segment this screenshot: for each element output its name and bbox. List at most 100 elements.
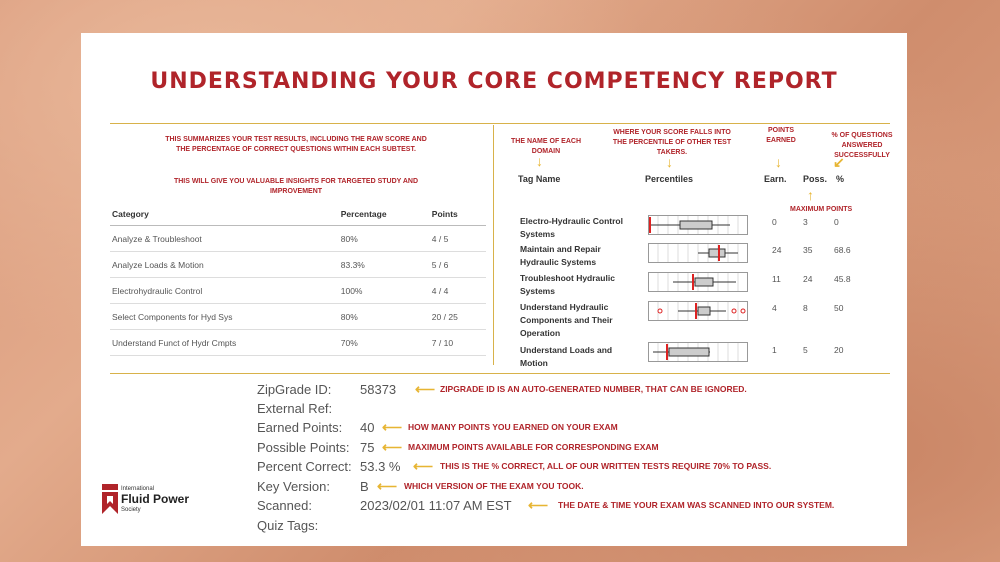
earned-value: 24 <box>772 245 782 255</box>
key-version-note: Which version of the exam you took. <box>404 481 584 491</box>
page-title: UNDERSTANDING YOUR CORE COMPETENCY REPOR… <box>150 69 838 94</box>
table-row: Analyze Loads & Motion 83.3% 5 / 6 <box>110 251 486 278</box>
tag-name: Electro-Hydraulic Control Systems <box>520 216 623 239</box>
report-sheet: UNDERSTANDING YOUR CORE COMPETENCY REPOR… <box>81 33 907 546</box>
table-row: Select Components for Hyd Sys 80% 20 / 2… <box>110 303 486 330</box>
percentile-note: Where your score falls into the percenti… <box>612 129 732 156</box>
arrow-left-icon: ⟵ <box>382 439 403 455</box>
earned-points-value: 40 <box>360 420 375 435</box>
arrow-up-icon: ↑ <box>807 187 814 203</box>
possible-points-note: Maximum points available for correspondi… <box>408 442 659 452</box>
key-version-label: Key Version: <box>257 479 330 494</box>
tag-name: Understand Hydraulic Components and Thei… <box>520 302 613 338</box>
category-percentage: 83.3% <box>338 251 430 278</box>
arrow-left-icon: ⟵ <box>413 458 434 474</box>
insight-note: This will give you valuable insights for… <box>173 178 419 195</box>
possible-value: 8 <box>803 303 808 313</box>
center-divider <box>493 125 494 365</box>
category-points: 4 / 5 <box>429 225 486 252</box>
percent-correct-note: This is the % correct, all of our writte… <box>440 461 772 471</box>
top-divider <box>110 123 890 124</box>
earned-value: 1 <box>772 345 777 355</box>
category-name: Understand Funct of Hydr Cmpts <box>110 329 339 356</box>
tag-name: Maintain and Repair Hydraulic Systems <box>520 244 601 267</box>
possible-points-value: 75 <box>360 440 375 455</box>
category-name: Analyze Loads & Motion <box>110 251 339 278</box>
category-points: 5 / 6 <box>429 251 486 278</box>
percent-value: 20 <box>834 345 844 355</box>
category-points: 20 / 25 <box>429 303 486 330</box>
summary-note: This summarizes your test results, inclu… <box>165 136 427 153</box>
category-points: 4 / 4 <box>429 277 486 304</box>
category-name: Analyze & Troubleshoot <box>110 225 339 252</box>
possible-value: 5 <box>803 345 808 355</box>
earned-value: 0 <box>772 217 777 227</box>
external-ref-label: External Ref: <box>257 401 333 416</box>
category-percentage: 80% <box>338 303 430 330</box>
earned-value: 4 <box>772 303 777 313</box>
quiz-tags-label: Quiz Tags: <box>257 518 319 533</box>
table-row: Analyze & Troubleshoot 80% 4 / 5 <box>110 225 486 252</box>
scanned-label: Scanned: <box>257 498 312 513</box>
domain-name-note: The name of each domain <box>511 138 581 155</box>
arrow-left-icon: ⟵ <box>382 419 403 435</box>
percent-correct-label: Percent Correct: <box>257 459 352 474</box>
possible-value: 35 <box>803 245 813 255</box>
arrow-left-icon: ⟵ <box>415 381 436 397</box>
key-version-value: B <box>360 479 369 494</box>
header-possible: Poss. <box>803 174 828 184</box>
arrow-left-icon: ⟵ <box>528 497 549 513</box>
max-points-note: Maximum points <box>790 206 853 213</box>
tag-name: Understand Loads and Motion <box>520 345 613 368</box>
header-percent: % <box>836 174 845 184</box>
header-earned: Earn. <box>764 174 787 184</box>
earned-points-label: Earned Points: <box>257 420 343 435</box>
possible-points-label: Possible Points: <box>257 440 350 455</box>
percentile-boxplot <box>648 301 748 321</box>
category-percentage: 70% <box>338 329 430 356</box>
ifps-logo-icon <box>102 484 118 514</box>
category-table: Category Percentage Points Analyze & Tro… <box>110 209 486 356</box>
possible-value: 24 <box>803 274 813 284</box>
category-percentage: 100% <box>338 277 430 304</box>
bottom-divider <box>110 373 890 374</box>
percentile-boxplot <box>648 215 748 235</box>
header-points: Points <box>429 209 486 226</box>
category-points: 7 / 10 <box>429 329 486 356</box>
category-name: Electrohydraulic Control <box>110 277 339 304</box>
header-tag-name: Tag Name <box>518 174 561 184</box>
scanned-value: 2023/02/01 11:07 AM EST <box>360 498 512 513</box>
percent-correct-value: 53.3 % <box>360 459 401 474</box>
logo-main-text: Fluid Power <box>121 492 190 506</box>
arrow-down-icon: ↙ <box>833 154 845 170</box>
percent-value: 50 <box>834 303 844 313</box>
percent-value: 45.8 <box>834 274 851 284</box>
header-percentage: Percentage <box>338 209 430 226</box>
percentile-boxplot <box>648 342 748 362</box>
earned-value: 11 <box>772 274 781 284</box>
tag-name: Troubleshoot Hydraulic Systems <box>520 273 615 296</box>
arrow-down-icon: ↓ <box>775 154 782 170</box>
arrow-left-icon: ⟵ <box>377 478 398 494</box>
points-earned-note: Points earned <box>766 127 796 144</box>
category-percentage: 80% <box>338 225 430 252</box>
logo-sub-text: Society <box>121 507 141 513</box>
arrow-down-icon: ↓ <box>536 153 543 169</box>
scanned-note: The date & time your exam was scanned in… <box>558 500 835 510</box>
percent-value: 0 <box>834 217 839 227</box>
earned-points-note: How many points you earned on your exam <box>408 422 618 432</box>
header-category: Category <box>110 209 339 226</box>
zipgrade-value: 58373 <box>360 382 397 397</box>
percentile-boxplot <box>648 243 748 263</box>
table-row: Understand Funct of Hydr Cmpts 70% 7 / 1… <box>110 329 486 356</box>
category-name: Select Components for Hyd Sys <box>110 303 339 330</box>
header-percentiles: Percentiles <box>645 174 694 184</box>
arrow-down-icon: ↓ <box>666 154 673 170</box>
table-row: Electrohydraulic Control 100% 4 / 4 <box>110 277 486 304</box>
zipgrade-note: ZipGrade ID is an auto-generated number,… <box>440 384 747 394</box>
percent-value: 68.6 <box>834 245 851 255</box>
possible-value: 3 <box>803 217 808 227</box>
logo-small-text: International <box>121 486 155 492</box>
zipgrade-label: ZipGrade ID: <box>257 382 332 397</box>
pct-answered-note: % of questions answered successfully <box>831 132 893 159</box>
